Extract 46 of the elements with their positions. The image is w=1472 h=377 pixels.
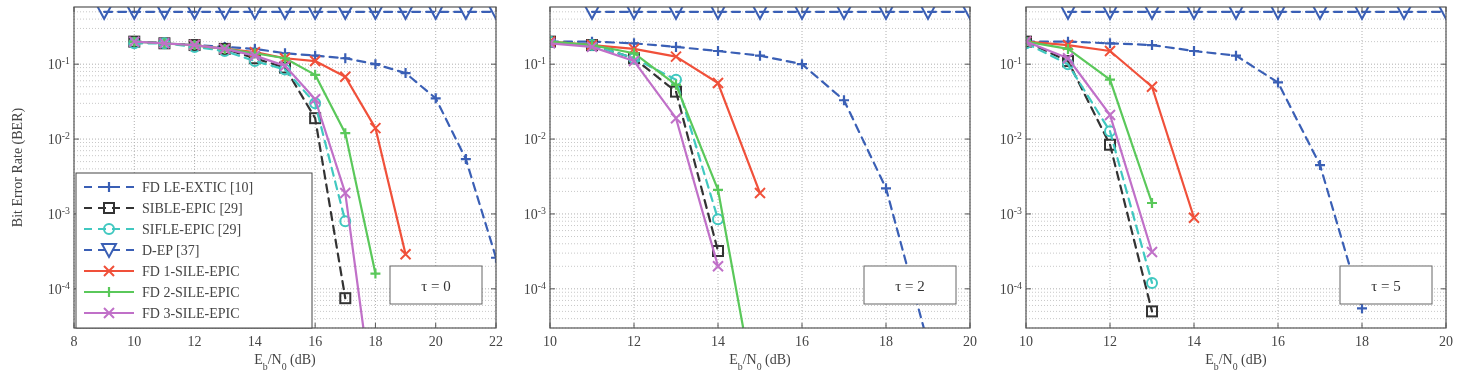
x-tick-label: 10 — [1019, 334, 1033, 349]
x-tick-label: 10 — [127, 334, 142, 349]
legend-label: D-EP [37] — [142, 243, 200, 258]
y-tick-label: 10$^{-4}$ — [523, 279, 547, 297]
x-tick-label: 18 — [879, 334, 893, 349]
x-axis-title: E$_{b}$/N$_{0}$ (dB) — [729, 352, 792, 372]
annotation: τ = 0 — [421, 278, 451, 294]
y-tick-label: 10$^{-1}$ — [523, 54, 547, 73]
x-axis-title: E$_{b}$/N$_{0}$ (dB) — [254, 352, 317, 372]
x-tick-label: 22 — [489, 334, 503, 349]
legend-label: SIBLE-EPIC [29] — [142, 201, 243, 216]
annotation: τ = 5 — [1371, 278, 1401, 294]
x-tick-label: 20 — [1439, 334, 1453, 349]
x-tick-label: 12 — [627, 334, 641, 349]
x-tick-label: 12 — [187, 334, 202, 349]
x-tick-label: 10 — [543, 334, 557, 349]
x-tick-label: 8 — [70, 334, 78, 349]
x-tick-label: 12 — [1103, 334, 1117, 349]
x-tick-label: 16 — [795, 334, 809, 349]
y-tick-label: 10$^{-3}$ — [47, 204, 71, 222]
y-tick-label: 10$^{-1}$ — [999, 54, 1023, 73]
y-axis-title: Bit Error Rate (BER) — [10, 107, 26, 228]
x-tick-label: 20 — [428, 334, 443, 349]
y-tick-label: 10$^{-2}$ — [47, 129, 71, 148]
x-tick-label: 14 — [247, 334, 262, 349]
x-tick-label: 18 — [368, 334, 383, 349]
y-tick-label: 10$^{-4}$ — [999, 279, 1023, 297]
y-tick-label: 10$^{-2}$ — [523, 129, 547, 148]
y-tick-label: 10$^{-3}$ — [999, 204, 1023, 222]
annotation: τ = 2 — [895, 278, 925, 294]
legend-label: FD 2-SILE-EPIC — [142, 285, 240, 300]
legend-label: SIFLE-EPIC [29] — [142, 222, 242, 237]
y-tick-label: 10$^{-3}$ — [523, 204, 547, 222]
x-tick-label: 18 — [1355, 334, 1369, 349]
x-tick-label: 16 — [308, 334, 323, 349]
y-tick-label: 10$^{-4}$ — [47, 279, 71, 297]
y-tick-label: 10$^{-1}$ — [47, 54, 71, 73]
x-tick-label: 14 — [711, 334, 725, 349]
x-tick-label: 20 — [963, 334, 977, 349]
legend-label: FD LE-EXTIC [10] — [142, 180, 254, 195]
x-axis-title: E$_{b}$/N$_{0}$ (dB) — [1205, 352, 1268, 372]
x-tick-label: 14 — [1187, 334, 1201, 349]
legend-label: FD 1-SILE-EPIC — [142, 264, 240, 279]
y-tick-label: 10$^{-2}$ — [999, 129, 1023, 148]
x-tick-label: 16 — [1271, 334, 1285, 349]
legend-label: FD 3-SILE-EPIC — [142, 306, 240, 321]
